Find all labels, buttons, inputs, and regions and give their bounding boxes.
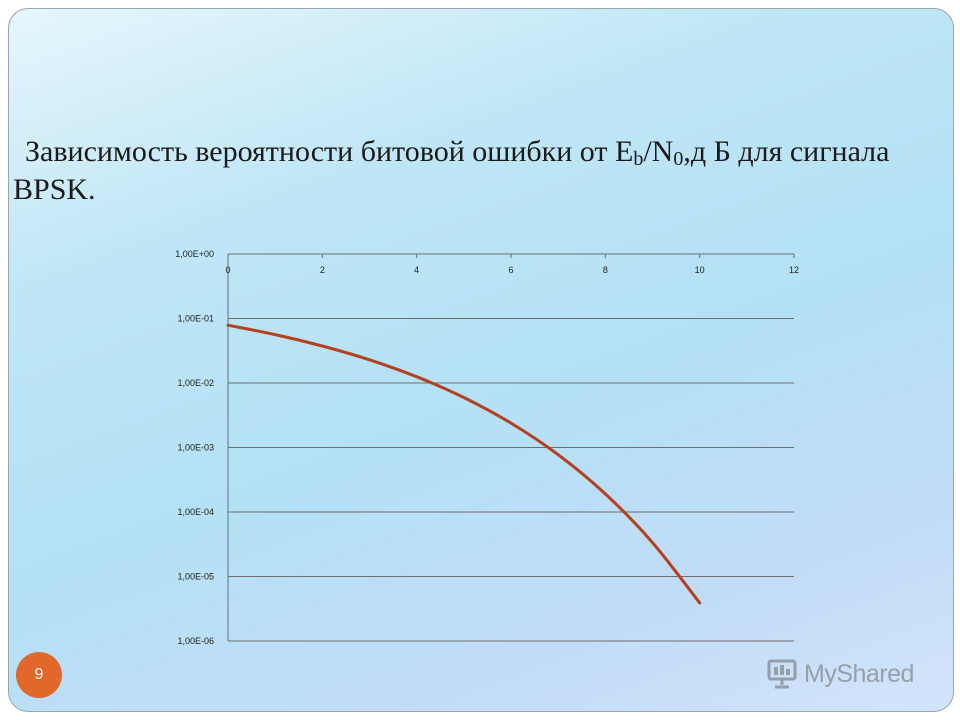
title-subscript-b: b [633,148,644,170]
y-tick-label: 1,00E-06 [177,636,214,646]
x-tick-label: 6 [508,265,513,275]
watermark-text: MyShared [804,659,914,688]
y-tick-label: 1,00E-04 [177,507,214,517]
title-suffix: ,д Б для сигнала BPSK. [13,135,890,206]
x-tick-label: 10 [695,265,705,275]
page-number-badge: 9 [16,652,62,698]
x-tick-label: 4 [414,265,419,275]
y-tick-label: 1,00E+00 [175,249,214,259]
slide: Зависимость вероятности битовой ошибки о… [8,8,954,712]
y-tick-label: 1,00E-01 [177,314,214,324]
title-prefix: Зависимость вероятности битовой ошибки о… [25,135,634,168]
x-tick-label: 2 [320,265,325,275]
title-subscript-0: 0 [673,148,684,170]
slide-title: Зависимость вероятности битовой ошибки о… [13,133,953,209]
y-tick-label: 1,00E-03 [177,443,214,453]
presentation-icon [767,659,797,689]
y-tick-label: 1,00E-02 [177,378,214,388]
x-tick-label: 0 [225,265,230,275]
title-mid: /N [643,135,674,168]
y-tick-label: 1,00E-05 [177,572,214,582]
watermark-logo: MyShared [766,654,914,694]
x-tick-label: 12 [789,265,799,275]
x-tick-label: 8 [603,265,608,275]
ber-curve [226,323,702,605]
